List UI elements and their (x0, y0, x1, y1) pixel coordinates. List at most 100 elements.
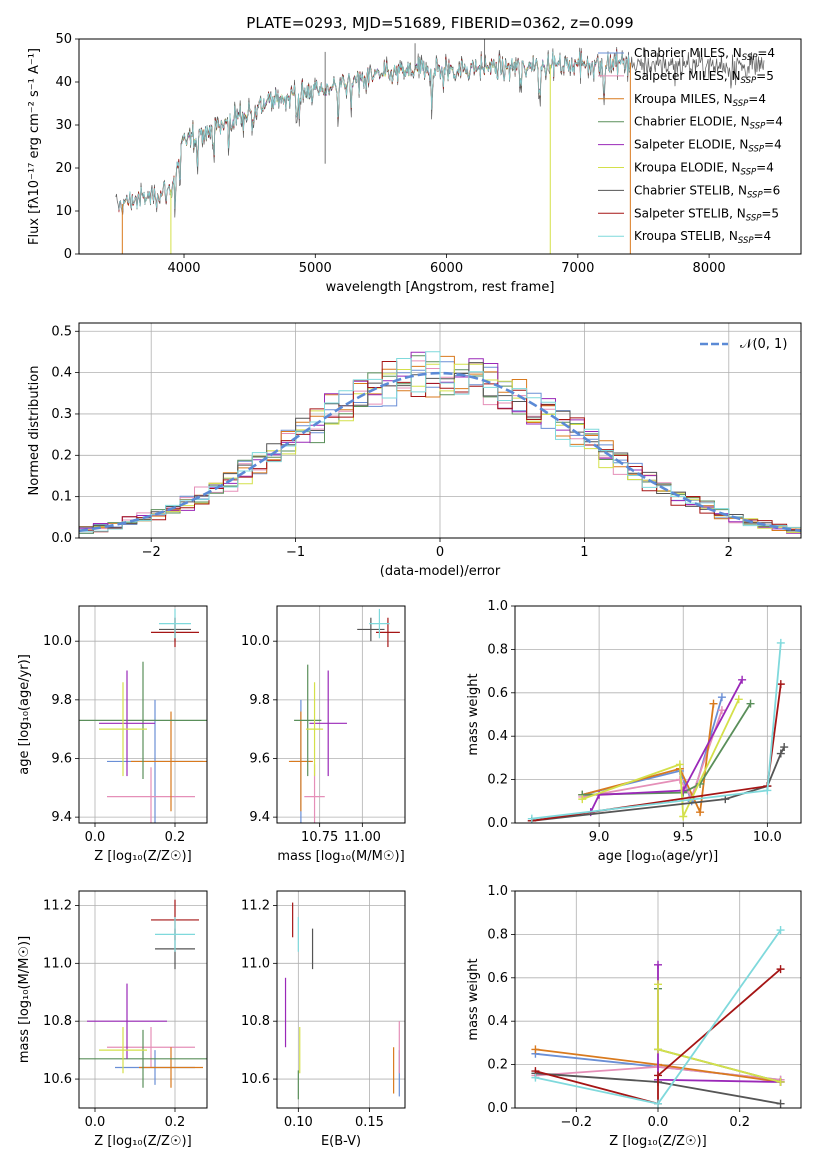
x-tick-label: 0.0 (648, 1115, 669, 1130)
data-layer (79, 351, 801, 537)
plot-frame (78, 322, 802, 539)
legend-nssp: =5 (756, 69, 774, 83)
legend-nssp: =4 (764, 138, 782, 152)
weight-marker-kroupa-miles (709, 699, 718, 708)
weight-marker-salpeter-elodie (738, 675, 747, 684)
x-tick-label: 0.2 (165, 830, 186, 845)
plot-frame (514, 890, 802, 1109)
x-tick-label: 6000 (430, 261, 463, 276)
weight-marker-kroupa-stelib (776, 638, 785, 647)
y-tick-label: 10.6 (43, 1072, 72, 1087)
normal-curve (79, 371, 801, 533)
weight-marker-kroupa-elodie (654, 1045, 662, 1054)
y-tick-label: 0.0 (487, 1101, 508, 1116)
legend-label: Chabrier STELIB, N (634, 183, 747, 197)
y-tick-label: 10.8 (43, 1014, 72, 1029)
y-tick-label: 0.2 (487, 773, 508, 788)
x-tick-label: 0.0 (85, 830, 106, 845)
y-tick-label: 40 (55, 75, 72, 90)
legend-entry-kroupa-stelib: Kroupa STELIB, NSSP=4 (634, 229, 771, 246)
legend-entry-chabrier-elodie: Chabrier ELODIE, NSSP=4 (634, 115, 783, 132)
legend-label: Salpeter STELIB, N (634, 206, 746, 220)
y-tick-label: 0.0 (487, 816, 508, 831)
legend-label: Kroupa ELODIE, N (634, 161, 741, 175)
plot-frame (78, 605, 208, 824)
legend-subscript: SSP (747, 190, 763, 200)
residuals-panel: −2 −1 0 1 2 0.0 0.1 0.2 0.3 0.4 0.5 (data-model)/er… (27, 322, 802, 579)
weight-marker-kroupa-elodie (734, 695, 743, 704)
weight-marker-kroupa-stelib (654, 1099, 662, 1108)
legend-subscript: SSP (738, 236, 754, 246)
y-tick-label: 1.0 (487, 884, 508, 899)
weight-line-kroupa-elodie (581, 698, 740, 821)
x-tick-label: 1 (580, 545, 588, 560)
weight-marker-salpeter-stelib (776, 680, 785, 689)
x-axis-label: Z [log₁₀(Z/Z☉)] (94, 849, 191, 864)
x-tick-label: −2 (142, 545, 161, 560)
data-layer (79, 899, 207, 1088)
weight-marker-kroupa-stelib (531, 1073, 540, 1082)
data-layer (115, 39, 765, 254)
y-tick-label: 30 (55, 118, 72, 133)
weight-marker-kroupa-stelib (527, 814, 536, 823)
legend-nssp: =4 (748, 92, 766, 106)
x-tick-label: 4000 (167, 261, 200, 276)
weight-marker-chabrier-miles (717, 693, 726, 702)
y-tick-label: 0.3 (51, 407, 72, 422)
y-tick-label: 0.8 (487, 642, 508, 657)
legend-nssp: =5 (761, 206, 779, 220)
spectrum-title: PLATE=0293, MJD=51689, FIBERID=0362, z=0… (246, 14, 633, 32)
weight-marker-chabrier-stelib (721, 795, 730, 804)
legend-nssp: =4 (756, 161, 774, 175)
legend-subscript: SSP (741, 168, 757, 178)
legend-label: Kroupa MILES, N (634, 92, 733, 106)
plot-frame (514, 605, 802, 824)
y-tick-label: 0.6 (487, 971, 508, 986)
x-axis-label: E(B-V) (321, 1134, 361, 1149)
legend-entry-salpeter-miles: Salpeter MILES, NSSP=5 (634, 69, 774, 86)
y-tick-label: 0.8 (487, 927, 508, 942)
y-tick-label: 0.1 (51, 490, 72, 505)
x-tick-label: 0.0 (85, 1115, 106, 1130)
y-tick-label: 10.6 (241, 1072, 270, 1087)
x-tick-label: 10.75 (301, 830, 338, 845)
legend-nssp: =4 (765, 115, 783, 129)
spectrum-panel: 4000 5000 6000 7000 8000 0 10 20 30 40 50 wavelengt… (27, 32, 802, 295)
x-tick-label: 0.2 (729, 1115, 750, 1130)
legend-label: Chabrier ELODIE, N (634, 115, 750, 129)
y-tick-label: 0.2 (51, 448, 72, 463)
legend-entry-kroupa-miles: Kroupa MILES, NSSP=4 (634, 92, 766, 109)
weight-marker-kroupa-elodie (776, 1077, 785, 1086)
mass-vs-EBV-panel: 0.10 0.15 10.6 10.8 11.0 11.2 E(B-V) (241, 890, 406, 1149)
weight-marker-kroupa-elodie (679, 812, 688, 821)
y-axis-label: age [log₁₀(age/yr)] (17, 654, 32, 775)
y-tick-label: 0.2 (487, 1058, 508, 1073)
x-axis-label: Z [log₁₀(Z/Z☉)] (94, 1134, 191, 1149)
legend-entry-chabrier-stelib: Chabrier STELIB, NSSP=6 (634, 183, 780, 200)
y-tick-label: 9.4 (249, 810, 270, 825)
data-layer (288, 608, 400, 823)
plot-background (515, 606, 801, 823)
y-axis-label: mass weight (466, 958, 481, 1040)
weight-marker-chabrier-elodie (746, 699, 755, 708)
x-axis-label: wavelength [Angstrom, rest frame] (326, 280, 555, 295)
weight-marker-salpeter-miles (717, 706, 726, 715)
x-tick-label: 9.0 (589, 830, 610, 845)
plot-frame (276, 890, 406, 1109)
mass-vs-Z-panel: 0.0 0.2 10.6 10.8 11.0 11.2 Z [log₁₀(Z/Z☉)] mas… (17, 890, 208, 1149)
weight-marker-kroupa-stelib (776, 926, 785, 935)
data-layer (527, 638, 789, 823)
legend-entry-salpeter-stelib: Salpeter STELIB, NSSP=5 (634, 206, 779, 223)
legend-nssp: =4 (754, 229, 772, 243)
x-tick-label: 9.5 (673, 830, 694, 845)
y-tick-label: 10 (55, 204, 72, 219)
plot-frame (276, 605, 406, 824)
legend-subscript: SSP (746, 213, 762, 223)
x-tick-label: 5000 (299, 261, 332, 276)
y-tick-label: 0.4 (487, 729, 508, 744)
x-tick-label: 10.0 (753, 830, 782, 845)
x-tick-label: −0.2 (560, 1115, 592, 1130)
x-tick-label: −1 (286, 545, 305, 560)
y-axis-label: Flux [fλ10⁻¹⁷ erg cm⁻² s⁻¹ A⁻¹] (27, 48, 42, 245)
